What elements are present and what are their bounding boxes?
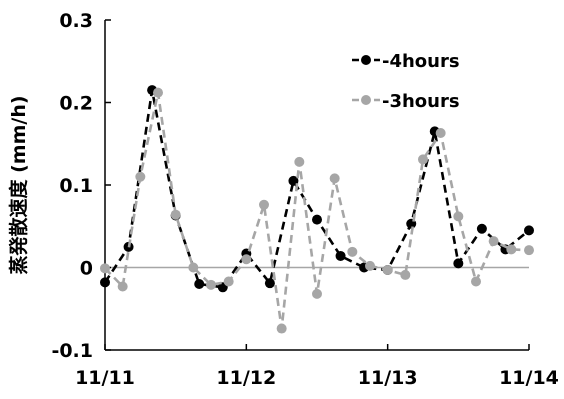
series-line [103, 88, 530, 289]
data-point [347, 246, 358, 257]
axes-layer: -0.1 0 0.1 0.2 0.3 11/11 11/12 11/13 11/14 蒸発散速度 … [7, 10, 559, 389]
data-point [471, 276, 481, 287]
y-tick-label: 0 [80, 258, 93, 280]
y-tick-label: 0.1 [59, 175, 93, 197]
data-point [418, 154, 428, 165]
data-point [276, 323, 287, 334]
legend: -4hours -3hours [352, 51, 460, 112]
y-tick-label: -0.1 [51, 340, 93, 362]
series-3hours [100, 87, 534, 334]
series-4hours [100, 85, 534, 293]
data-point [100, 263, 110, 274]
data-point [294, 156, 305, 167]
data-point [382, 264, 393, 275]
data-point [335, 250, 346, 261]
data-point [312, 288, 322, 299]
data-point [259, 199, 269, 210]
data-point [453, 211, 464, 222]
data-point [135, 171, 146, 182]
y-tick-label: 0.3 [59, 10, 93, 32]
data-point [206, 279, 216, 290]
data-point [524, 245, 534, 256]
data-point [312, 214, 322, 225]
data-point [153, 87, 163, 98]
x-tick-label: 11/13 [358, 367, 418, 389]
legend-item: -3hours [352, 91, 460, 112]
data-point [223, 276, 234, 287]
x-tick-label: 11/12 [216, 367, 276, 389]
data-point [100, 277, 110, 288]
x-tick-label: 11/14 [499, 367, 559, 389]
data-point [194, 279, 205, 289]
legend-item: -4hours [352, 51, 460, 72]
legend-marker [361, 95, 371, 105]
data-point [506, 244, 517, 255]
data-point [435, 128, 446, 139]
data-point [488, 236, 499, 247]
data-point [524, 225, 534, 236]
data-point [188, 262, 199, 273]
y-axis-title: 蒸発散速度 (mm/h) [7, 95, 30, 274]
data-point [476, 223, 487, 234]
legend-label: -3hours [382, 91, 460, 112]
series-layer [100, 85, 534, 334]
data-point [365, 260, 375, 271]
data-point [117, 281, 128, 292]
data-point [453, 258, 464, 269]
data-point [400, 269, 411, 280]
x-tick-label: 11/11 [75, 367, 135, 389]
legend-label: -4hours [382, 51, 460, 72]
data-point [241, 254, 252, 265]
data-point [170, 209, 181, 220]
y-tick-label: 0.2 [59, 93, 93, 115]
legend-marker [361, 55, 371, 65]
data-point [329, 173, 340, 184]
data-point [264, 278, 275, 289]
